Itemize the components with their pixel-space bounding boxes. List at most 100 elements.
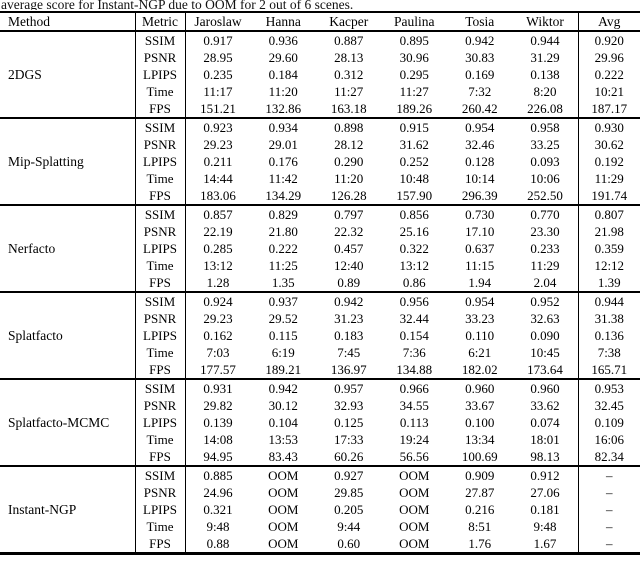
metric-label: LPIPS (134, 327, 186, 344)
cell-value: 0.176 (268, 154, 298, 169)
cell-value: 0.934 (268, 120, 298, 135)
cell-value: OOM (399, 502, 430, 517)
cell-value: 0.966 (399, 381, 429, 396)
method-group: Nerfacto SSIM 0.857 0.829 0.797 0.856 0.730 0.7… (0, 205, 640, 292)
cell-value: 0.192 (577, 153, 640, 170)
cell-value: 13:12 (203, 258, 233, 273)
header-row: Method Metric Jaroslaw Hanna Kacper Paulina To… (0, 12, 640, 31)
table-row: FPS 1.28 1.35 0.89 0.86 1.94 2.04 1.39 (0, 274, 640, 292)
method-group: 2DGS SSIM 0.917 0.936 0.887 0.895 0.942 0.944 0.… (0, 31, 640, 118)
cell-value: 0.222 (577, 66, 640, 83)
cell-value: OOM (268, 468, 299, 483)
cell-value: 10:06 (530, 171, 560, 186)
cell-value: 165.71 (577, 361, 640, 379)
cell-value: 0.235 (203, 67, 233, 82)
cell-value: 11:27 (399, 84, 429, 99)
cell-value: 28.12 (334, 137, 364, 152)
column-header-jaroslaw: Jaroslaw (194, 14, 242, 29)
cell-value: 0.770 (530, 207, 560, 222)
method-name: Splatfacto-MCMC (8, 415, 110, 430)
method-group: Splatfacto-MCMC SSIM 0.931 0.942 0.957 0.966 0… (0, 379, 640, 466)
cell-value: 0.942 (268, 381, 298, 396)
cell-value: 30.96 (399, 50, 429, 65)
column-header-wiktor: Wiktor (526, 14, 564, 29)
cell-value: 0.104 (268, 415, 298, 430)
cell-value: 136.97 (330, 362, 367, 377)
cell-value: 10:14 (464, 171, 495, 186)
cell-value: 0.233 (530, 241, 560, 256)
cell-value: 0.730 (465, 207, 495, 222)
metric-label: FPS (134, 274, 186, 292)
cell-value: 10:45 (530, 345, 560, 360)
cell-value: 0.89 (337, 275, 361, 290)
cell-value: 7:03 (206, 345, 230, 360)
cell-value: 7:36 (402, 345, 426, 360)
column-header-avg: Avg (577, 12, 640, 31)
cell-value: 6:19 (271, 345, 295, 360)
cell-value: 0.942 (465, 33, 495, 48)
cell-value: – (577, 535, 640, 554)
cell-value: 0.923 (203, 120, 233, 135)
cell-value: 11:17 (203, 84, 233, 99)
metric-label: FPS (134, 361, 186, 379)
cell-value: 0.885 (203, 468, 233, 483)
cell-value: 17.10 (465, 224, 495, 239)
cell-value: 0.917 (203, 33, 233, 48)
cell-value: 29.52 (268, 311, 298, 326)
cell-value: 0.322 (399, 241, 429, 256)
cell-value: OOM (268, 536, 299, 551)
cell-value: 0.074 (530, 415, 560, 430)
cell-value: 7:45 (337, 345, 361, 360)
cell-value: 18:01 (530, 432, 560, 447)
cell-value: 226.08 (527, 101, 563, 116)
cell-value: 6:21 (468, 345, 492, 360)
cell-value: 32.93 (334, 398, 364, 413)
metric-label: LPIPS (134, 501, 186, 518)
cell-value: 13:34 (464, 432, 495, 447)
table-caption: average score for Instant-NGP due to OOM… (1, 0, 354, 10)
cell-value: 0.942 (334, 294, 364, 309)
cell-value: 29.85 (334, 485, 364, 500)
cell-value: 32.45 (577, 397, 640, 414)
metric-label: PSNR (134, 484, 186, 501)
cell-value: 163.18 (330, 101, 367, 116)
table-row: LPIPS 0.235 0.184 0.312 0.295 0.169 0.138 0.222 (0, 66, 640, 83)
cell-value: 9:48 (206, 519, 230, 534)
metric-label: FPS (134, 187, 186, 205)
cell-value: 177.57 (200, 362, 236, 377)
column-header-paulina: Paulina (394, 14, 435, 29)
table-row: LPIPS 0.211 0.176 0.290 0.252 0.128 0.093 0.192 (0, 153, 640, 170)
cell-value: 11:25 (268, 258, 298, 273)
cell-value: 1.76 (468, 536, 492, 551)
column-header-tosia: Tosia (465, 14, 495, 29)
cell-value: 252.50 (527, 188, 563, 203)
metric-label: PSNR (134, 223, 186, 240)
cell-value: 0.457 (334, 241, 364, 256)
cell-value: OOM (399, 519, 430, 534)
cell-value: 9:48 (533, 519, 557, 534)
cell-value: 100.69 (461, 449, 498, 464)
cell-value: 0.937 (268, 294, 298, 309)
cell-value: 29.23 (203, 137, 233, 152)
cell-value: 134.29 (265, 188, 302, 203)
cell-value: 22.19 (203, 224, 233, 239)
metric-label: SSIM (134, 205, 186, 223)
cell-value: 126.28 (330, 188, 367, 203)
cell-value: 0.154 (399, 328, 429, 343)
cell-value: 0.252 (399, 154, 429, 169)
cell-value: 11:15 (465, 258, 495, 273)
cell-value: 0.205 (334, 502, 364, 517)
metric-label: LPIPS (134, 414, 186, 431)
cell-value: 33.23 (465, 311, 495, 326)
method-group: Splatfacto SSIM 0.924 0.937 0.942 0.956 0.954 0… (0, 292, 640, 379)
column-header-metric: Metric (134, 12, 186, 31)
table-row: Time 9:48 OOM 9:44 OOM 8:51 9:48 – (0, 518, 640, 535)
cell-value: 11:20 (268, 84, 298, 99)
cell-value: 0.936 (268, 33, 298, 48)
cell-value: 0.093 (530, 154, 560, 169)
cell-value: 98.13 (530, 449, 560, 464)
cell-value: 260.42 (461, 101, 498, 116)
metric-label: PSNR (134, 136, 186, 153)
cell-value: 60.26 (334, 449, 364, 464)
cell-value: 7:38 (577, 344, 640, 361)
